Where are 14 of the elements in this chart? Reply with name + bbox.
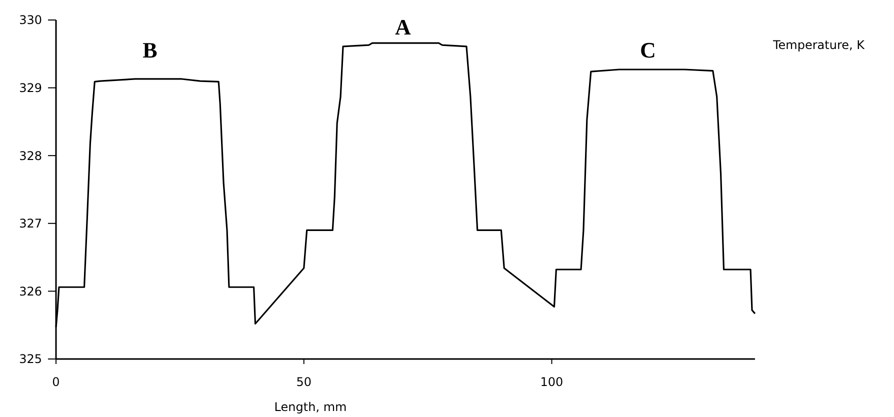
annotation: B	[142, 38, 158, 63]
x-axis-title: Length, mm	[274, 400, 347, 414]
annotation: C	[640, 38, 656, 63]
annotation: A	[395, 14, 412, 40]
y-tick-label: 326	[19, 284, 42, 298]
y-tick-label: 329	[19, 81, 42, 95]
y-tick-label: 327	[19, 216, 42, 231]
x-tick-label: 50	[296, 375, 312, 389]
x-tick-label: 100	[540, 375, 564, 389]
x-tick-label: 0	[52, 375, 60, 389]
y-tick-label: 328	[19, 148, 42, 163]
y-axis-title: Temperature, K	[772, 38, 866, 52]
y-tick-label: 325	[19, 352, 42, 366]
y-tick-label: 330	[19, 13, 42, 28]
